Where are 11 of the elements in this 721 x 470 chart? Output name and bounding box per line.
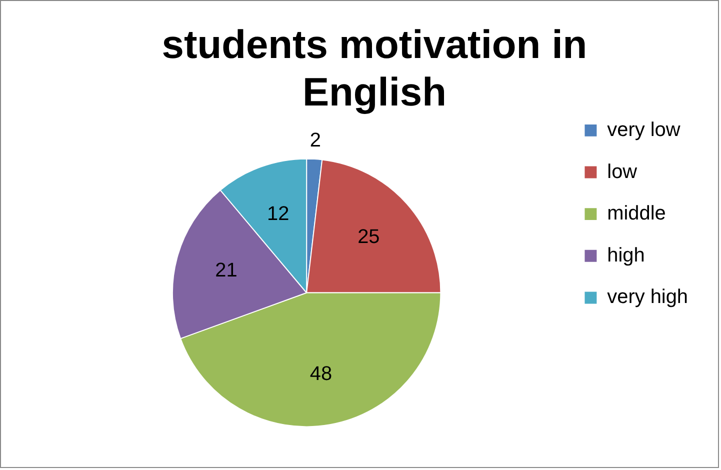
legend-label: middle [607,202,666,225]
data-label: 12 [267,203,290,226]
legend-label: very low [607,118,681,141]
chart-title: students motivation in English [162,22,588,115]
legend-label: high [607,244,645,266]
data-label: 48 [310,363,332,386]
legend-label: low [607,160,638,183]
data-label: 25 [358,226,380,248]
legend-label: very high [607,286,688,308]
data-label: 2 [310,130,321,152]
data-label: 21 [215,260,238,282]
